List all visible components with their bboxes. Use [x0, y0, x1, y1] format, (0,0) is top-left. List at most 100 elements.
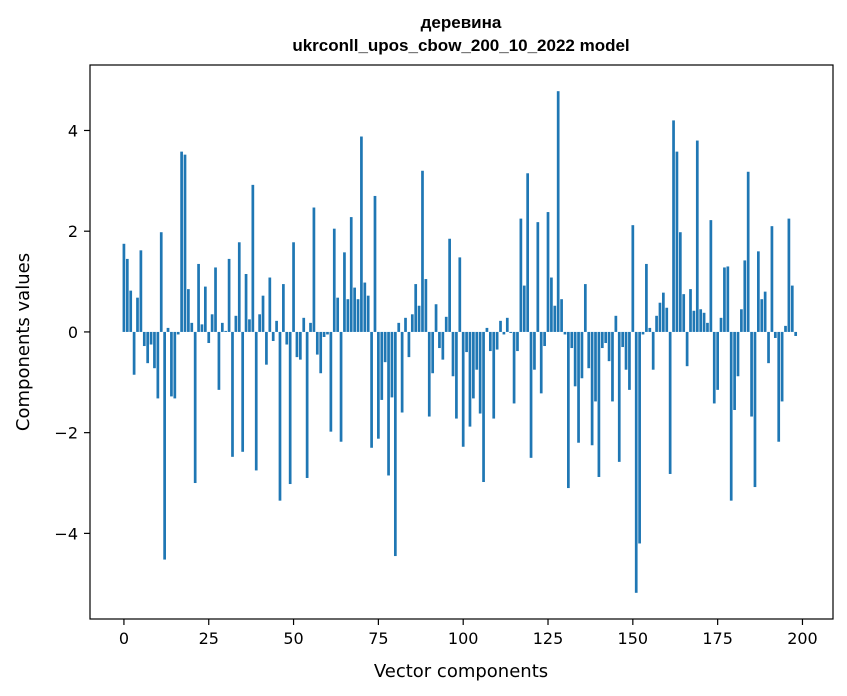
bar-162 [672, 120, 675, 332]
bar-69 [356, 299, 360, 332]
bar-61 [329, 331, 333, 432]
bar-151 [634, 331, 638, 593]
bar-8 [149, 331, 153, 345]
bar-58 [319, 331, 323, 374]
bar-168 [692, 310, 696, 332]
bar-88 [421, 170, 424, 332]
bar-169 [695, 140, 699, 332]
bar-26 [210, 314, 214, 332]
x-tick-label: 50 [283, 629, 303, 648]
bar-114 [509, 331, 513, 333]
bar-123 [539, 331, 543, 394]
bar-93 [438, 331, 441, 349]
bar-108 [488, 331, 492, 352]
x-tick-label: 100 [448, 629, 479, 648]
bar-146 [617, 331, 621, 462]
bar-173 [709, 220, 713, 332]
bar-194 [780, 331, 784, 402]
bar-129 [560, 299, 563, 332]
bar-127 [553, 305, 557, 332]
bar-82 [400, 331, 404, 413]
bar-157 [655, 315, 658, 332]
x-tick-label: 200 [787, 629, 818, 648]
bar-99 [458, 257, 462, 332]
bar-12 [163, 331, 166, 560]
bar-40 [258, 314, 261, 332]
bar-118 [522, 285, 526, 332]
bar-86 [414, 284, 418, 332]
bar-189 [763, 291, 767, 332]
bar-55 [309, 322, 312, 332]
bar-83 [404, 317, 407, 332]
bar-19 [187, 289, 190, 332]
bar-90 [427, 331, 431, 417]
bar-54 [305, 331, 309, 478]
bar-110 [495, 331, 499, 350]
bar-38 [251, 184, 255, 332]
bar-3 [132, 331, 136, 375]
bar-100 [461, 331, 465, 447]
bar-175 [716, 331, 719, 390]
bar-43 [268, 277, 272, 332]
bar-76 [380, 331, 384, 400]
bar-113 [505, 317, 509, 332]
bar-47 [282, 284, 285, 332]
bar-35 [241, 331, 245, 452]
bar-92 [434, 304, 438, 332]
bar-131 [567, 331, 570, 489]
bar-70 [360, 136, 363, 332]
bar-185 [750, 331, 753, 417]
bar-186 [753, 331, 757, 488]
bar-81 [397, 322, 401, 332]
bar-160 [665, 307, 669, 332]
bar-63 [336, 297, 340, 332]
bar-154 [645, 263, 648, 332]
bar-53 [302, 317, 306, 332]
bar-102 [468, 331, 472, 427]
bar-18 [183, 154, 187, 332]
bar-65 [343, 252, 346, 332]
x-tick-label: 0 [119, 629, 129, 648]
bar-20 [190, 322, 194, 332]
bar-51 [295, 331, 299, 358]
bar-60 [326, 331, 329, 335]
bar-30 [224, 330, 228, 332]
bar-89 [424, 279, 428, 332]
x-tick-label: 125 [533, 629, 564, 648]
bar-32 [231, 331, 234, 457]
bar-56 [312, 207, 316, 332]
bar-22 [197, 263, 200, 332]
bar-188 [760, 299, 764, 332]
chart-title: деревина [421, 13, 502, 32]
bar-119 [526, 173, 530, 332]
bar-72 [366, 295, 370, 332]
bar-105 [478, 331, 482, 414]
y-tick-label: 2 [68, 222, 78, 241]
bar-167 [689, 289, 692, 332]
bar-10 [156, 331, 160, 399]
bar-1 [125, 258, 129, 332]
y-axis-ticks: −4 −2 0 2 4 [54, 121, 90, 543]
bar-77 [383, 331, 387, 363]
bar-190 [767, 331, 770, 364]
y-tick-label: −4 [54, 524, 78, 543]
bar-150 [631, 225, 635, 332]
bar-67 [349, 217, 353, 332]
bar-75 [377, 331, 380, 439]
bar-191 [770, 226, 774, 332]
bar-33 [234, 315, 238, 332]
bar-48 [285, 331, 289, 345]
bar-125 [546, 212, 550, 332]
bar-85 [410, 314, 414, 332]
bar-136 [583, 284, 587, 332]
bar-49 [288, 331, 292, 485]
bar-141 [600, 331, 604, 349]
bar-96 [448, 238, 451, 332]
bar-71 [363, 282, 367, 332]
x-tick-label: 150 [618, 629, 649, 648]
bar-4 [136, 297, 139, 332]
plot-frame [89, 64, 834, 620]
bar-57 [315, 331, 319, 355]
bar-177 [723, 267, 726, 332]
bar-73 [370, 331, 373, 448]
